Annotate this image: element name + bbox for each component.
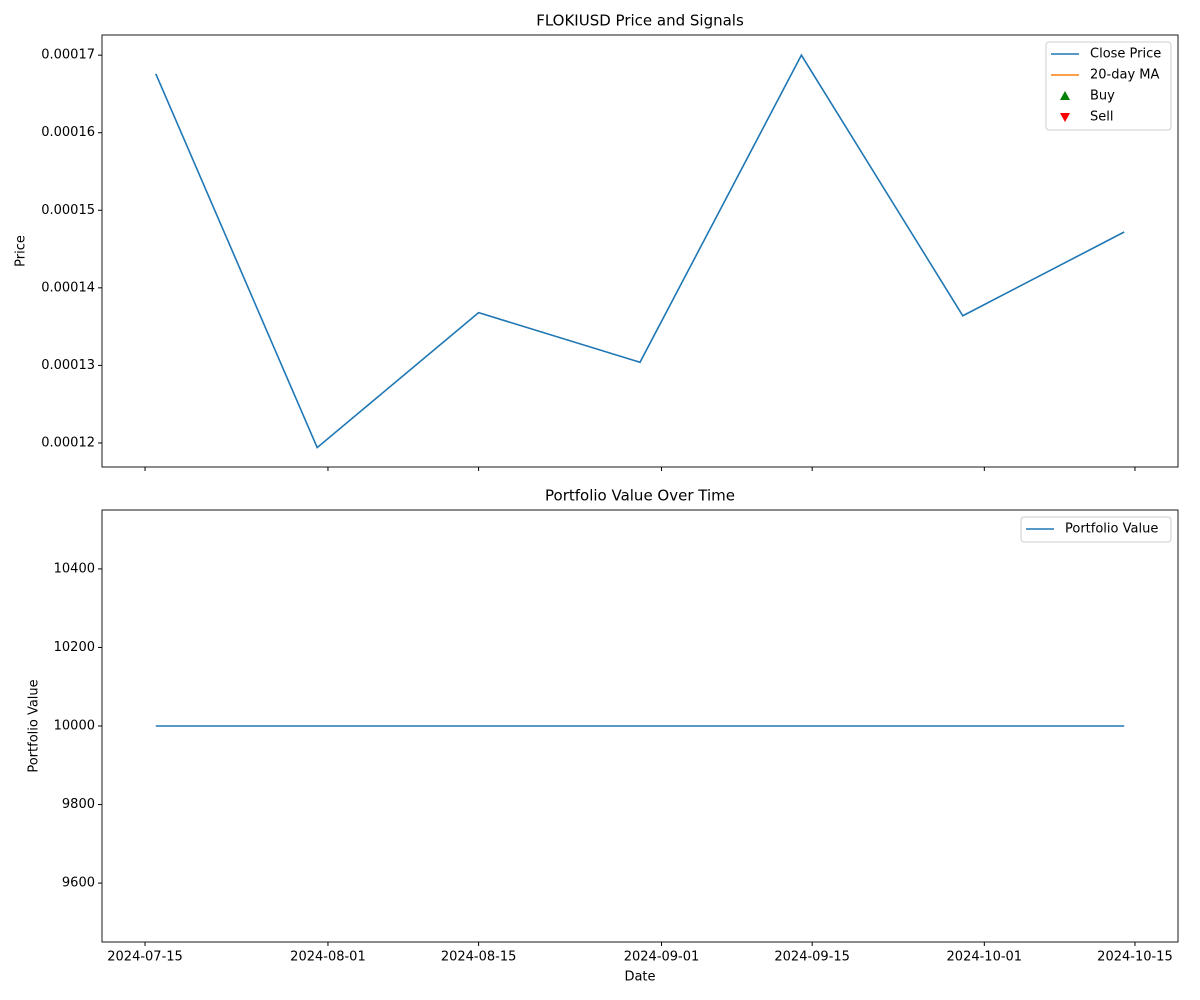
- legend: Portfolio Value: [1020, 516, 1172, 543]
- x-tick-label: 2024-07-15: [107, 950, 183, 965]
- x-tick-label: 2024-09-15: [774, 950, 850, 965]
- y-tick-label: 10000: [54, 719, 95, 734]
- x-tick-label: 2024-10-01: [947, 950, 1023, 965]
- subplot: Portfolio Value Over Time Portfolio Value…: [27, 487, 1179, 985]
- legend-label: Buy: [1090, 89, 1115, 104]
- chart-title: Portfolio Value Over Time: [545, 487, 735, 505]
- y-tick-label: 9800: [62, 797, 95, 812]
- x-tick-label: 2024-10-15: [1097, 950, 1173, 965]
- y-tick-label: 0.00015: [41, 203, 95, 218]
- y-axis-label: Portfolio Value: [27, 679, 42, 772]
- y-tick-label: 10200: [54, 640, 95, 655]
- y-axis-label: Price: [14, 235, 29, 267]
- legend-label: 20-day MA: [1090, 68, 1159, 83]
- x-tick-label: 2024-08-01: [290, 950, 366, 965]
- legend-box: [1045, 41, 1172, 131]
- legend: Close Price 20-day MA Buy Sell: [1045, 41, 1172, 131]
- legend-label: Portfolio Value: [1065, 522, 1158, 537]
- x-tick-label: 2024-09-01: [624, 950, 700, 965]
- axes-frame: [101, 509, 1179, 943]
- legend-marker: [1060, 91, 1070, 100]
- y-tick-label: 0.00013: [41, 358, 95, 373]
- legend-label: Close Price: [1090, 47, 1161, 62]
- subplot: FLOKIUSD Price and Signals Price 0.00012 0.…: [14, 12, 1179, 471]
- y-tick-label: 10400: [54, 561, 95, 576]
- y-tick-label: 0.00014: [41, 280, 95, 295]
- legend-label: Sell: [1090, 110, 1113, 125]
- chart-title: FLOKIUSD Price and Signals: [536, 12, 744, 30]
- legend-box: [1020, 516, 1172, 543]
- y-tick-label: 0.00016: [41, 125, 95, 140]
- y-tick-label: 0.00017: [41, 48, 95, 63]
- axes-frame: [101, 34, 1179, 468]
- y-tick-label: 0.00012: [41, 435, 95, 450]
- legend-marker: [1060, 113, 1070, 122]
- x-tick-label: 2024-08-15: [441, 950, 517, 965]
- y-tick-label: 9600: [62, 876, 95, 891]
- x-axis-label: Date: [624, 970, 655, 985]
- series-line: [155, 53, 1125, 449]
